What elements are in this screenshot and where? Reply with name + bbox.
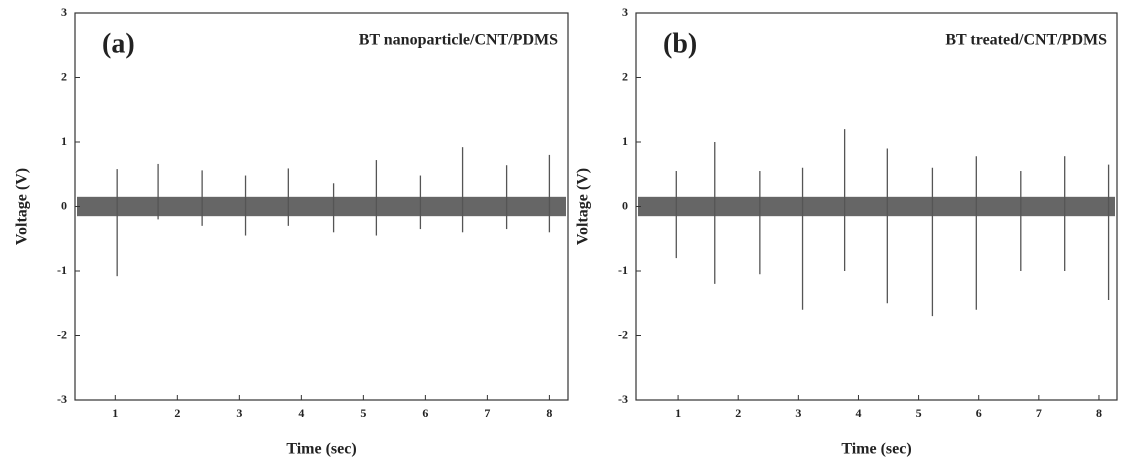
x-tick-label: 8 [1096, 406, 1102, 420]
x-axis-label: Time (sec) [841, 441, 911, 458]
y-tick-label: 0 [61, 198, 67, 212]
x-tick-label: 2 [174, 406, 180, 420]
panel-label: (a) [102, 28, 135, 59]
x-tick-label: 8 [546, 406, 552, 420]
y-tick-label: -2 [57, 327, 67, 341]
x-tick-label: 1 [675, 406, 681, 420]
noise-band [77, 196, 566, 217]
noise-band [638, 196, 1115, 217]
y-tick-label: -1 [618, 263, 628, 277]
y-tick-label: 2 [61, 69, 67, 83]
x-tick-label: 6 [422, 406, 428, 420]
x-tick-label: 7 [484, 406, 490, 420]
x-tick-label: 5 [916, 406, 922, 420]
y-tick-label: 1 [622, 134, 628, 148]
y-tick-label: -1 [57, 263, 67, 277]
x-tick-label: 1 [112, 406, 118, 420]
y-axis-label: Voltage (V) [14, 168, 31, 245]
x-tick-label: 5 [360, 406, 366, 420]
y-tick-label: 0 [622, 198, 628, 212]
chart-title: BT nanoparticle/CNT/PDMS [359, 32, 558, 49]
x-tick-label: 3 [236, 406, 242, 420]
y-tick-label: 3 [61, 5, 67, 19]
y-tick-label: -2 [618, 327, 628, 341]
y-tick-label: 1 [61, 134, 67, 148]
x-tick-label: 2 [735, 406, 741, 420]
y-tick-label: 2 [622, 69, 628, 83]
x-tick-label: 4 [855, 406, 861, 420]
panel-label: (b) [663, 28, 697, 59]
y-tick-label: -3 [618, 392, 628, 406]
x-tick-label: 4 [298, 406, 304, 420]
chart-title: BT treated/CNT/PDMS [945, 32, 1107, 49]
y-tick-label: 3 [622, 5, 628, 19]
x-tick-label: 7 [1036, 406, 1042, 420]
x-axis-label: Time (sec) [286, 441, 356, 458]
x-tick-label: 6 [976, 406, 982, 420]
y-tick-label: -3 [57, 392, 67, 406]
x-tick-label: 3 [795, 406, 801, 420]
y-axis-label: Voltage (V) [575, 168, 592, 245]
